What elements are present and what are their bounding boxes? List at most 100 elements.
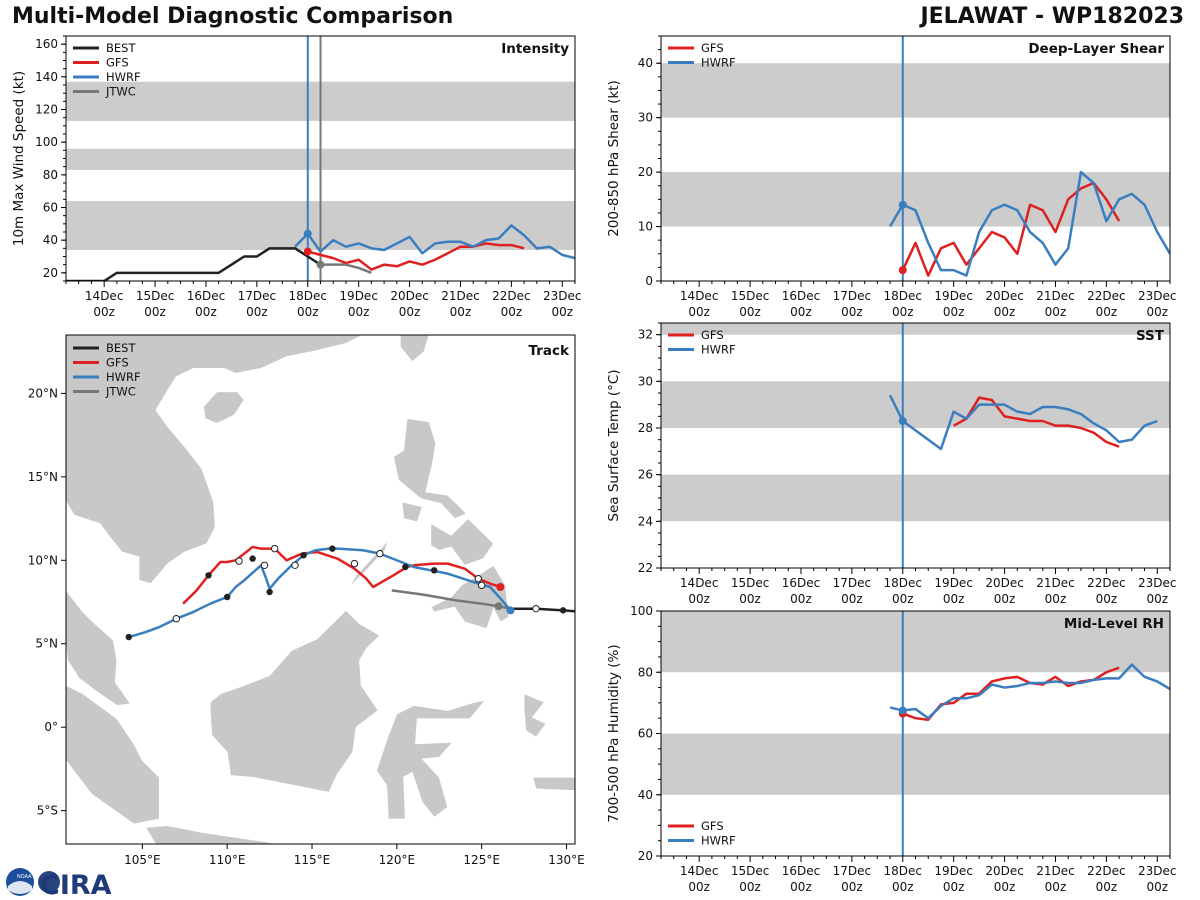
shear-hwrf-init-marker (898, 200, 907, 209)
shear-xtick-day: 15Dec (731, 289, 770, 303)
track-gfs-point-7 (235, 557, 243, 565)
track-gfs-point-6 (249, 555, 256, 562)
track-hwrf-point-6 (266, 588, 273, 596)
track-gfs-point-5 (270, 544, 279, 553)
intensity-xtick-hour: 00z (450, 305, 472, 319)
sst-ytick-label: 26 (638, 468, 653, 482)
intensity-xtick-day: 20Dec (390, 289, 429, 303)
intensity-xtick-hour: 00z (551, 305, 573, 319)
track-hwrf-point-4 (329, 545, 336, 552)
intensity-xtick-hour: 00z (297, 305, 319, 319)
sst-band-1 (661, 381, 1170, 428)
track-best-point-1 (532, 604, 540, 613)
rh-xtick-day: 22Dec (1087, 864, 1126, 878)
land-taiwan (399, 335, 430, 363)
sst-ytick-label: 32 (638, 328, 653, 342)
land-seram (532, 776, 575, 791)
land-mindanao (430, 564, 510, 630)
intensity-ytick-label: 100 (35, 135, 58, 149)
track-hwrf-point-10 (125, 633, 132, 641)
shear-ytick-label: 20 (638, 165, 653, 179)
rh-xtick-day: 14Dec (680, 864, 719, 878)
track-gfs-point-4 (300, 552, 307, 559)
track-xtick-label: 120°E (379, 853, 416, 867)
intensity-xtick-day: 21Dec (441, 289, 480, 303)
intensity-ytick-label: 140 (35, 70, 58, 84)
rh-xtick-hour: 00z (994, 880, 1016, 894)
intensity-series-best (66, 247, 322, 281)
cira-globe-icon (38, 871, 60, 893)
shear-xtick-hour: 00z (688, 305, 710, 319)
rh-xtick-hour: 00z (1096, 880, 1118, 894)
intensity-title: Intensity (501, 41, 569, 57)
intensity-xtick-day: 22Dec (492, 289, 531, 303)
shear-xtick-day: 18Dec (884, 289, 923, 303)
intensity-panel: 20 40 60 80 100 120 140 160 14Dec 00z 15Dec 00z 16De… (11, 35, 582, 319)
noaa-wave-icon (8, 881, 32, 894)
rh-xtick-day: 15Dec (731, 864, 770, 878)
intensity-xtick-hour: 00z (195, 305, 217, 319)
shear-legend-label: HWRF (701, 56, 736, 70)
intensity-series-jtwc (320, 263, 372, 274)
sst-xtick-hour: 00z (841, 592, 863, 606)
rh-xtick-hour: 00z (1045, 880, 1067, 894)
rh-ytick-label: 60 (638, 727, 653, 741)
land-borneo (209, 609, 381, 793)
intensity-xtick-day: 18Dec (289, 289, 328, 303)
shear-xtick-hour: 00z (1096, 305, 1118, 319)
shear-series-gfs (901, 181, 1121, 277)
page-title: Multi-Model Diagnostic Comparison (12, 4, 454, 29)
land-mindoro (401, 501, 423, 523)
sst-legend-label: GFS (701, 328, 724, 342)
sst-band-2 (661, 323, 1170, 335)
intensity-ytick-label: 120 (35, 103, 58, 117)
track-ytick-label: 5°S (37, 804, 58, 818)
cira-logo-text: CIRA (40, 870, 112, 900)
sst-xtick-day: 19Dec (934, 576, 973, 590)
intensity-xtick-hour: 00z (93, 305, 115, 319)
track-xtick-label: 110°E (209, 853, 246, 867)
shear-ylabel: 200-850 hPa Shear (kt) (606, 80, 622, 237)
shear-xtick-day: 17Dec (833, 289, 872, 303)
land-luzon (393, 417, 468, 520)
track-hwrf-point-1 (477, 581, 486, 590)
shear-ytick-label: 0 (645, 274, 653, 288)
intensity-xtick-day: 15Dec (136, 289, 175, 303)
track-hwrf-point-5 (291, 561, 299, 570)
intensity-ytick-label: 80 (43, 168, 58, 182)
sst-series-hwrf (888, 394, 1158, 451)
shear-band-1 (661, 63, 1170, 118)
sst-plot-area (661, 323, 1170, 568)
shear-xtick-day: 22Dec (1087, 289, 1126, 303)
land-hainan (203, 391, 245, 424)
sst-xtick-hour: 00z (1096, 592, 1118, 606)
rh-xtick-hour: 00z (1146, 880, 1168, 894)
rh-xtick-hour: 00z (790, 880, 812, 894)
rh-xtick-day: 21Dec (1036, 864, 1075, 878)
track-jtwc-point-0 (494, 602, 503, 611)
shear-xtick-day: 20Dec (985, 289, 1024, 303)
rh-band-1 (661, 611, 1170, 673)
land-halmahera (523, 693, 547, 738)
sst-frame (660, 322, 1171, 569)
sst-xtick-day: 15Dec (731, 576, 770, 590)
rh-title: Mid-Level RH (1064, 616, 1164, 632)
track-ytick-label: 0° (44, 720, 58, 734)
noaa-logo-text: NOAA (17, 874, 32, 880)
shear-band-0 (661, 172, 1170, 227)
track-frame (65, 334, 576, 845)
rh-xtick-day: 19Dec (934, 864, 973, 878)
track-gfs-point-8 (205, 572, 212, 579)
shear-xtick-hour: 00z (994, 305, 1016, 319)
rh-xtick-day: 16Dec (782, 864, 821, 878)
shear-ytick-label: 10 (638, 220, 653, 234)
rh-ylabel: 700-500 hPa Humidity (%) (606, 644, 622, 822)
sst-xtick-day: 18Dec (884, 576, 923, 590)
track-xtick-label: 105°E (124, 853, 161, 867)
rh-xtick-hour: 00z (739, 880, 761, 894)
sst-xtick-hour: 00z (892, 592, 914, 606)
shear-panel: 0 10 20 30 40 14Dec 00z 15Dec 00z 16Dec 00z 17Dec 00… (606, 35, 1177, 319)
rh-panel: 20 40 60 80 100 14Dec 00z 15Dec 00z 16Dec 00z 17Dec… (606, 604, 1177, 894)
sst-xtick-day: 20Dec (985, 576, 1024, 590)
